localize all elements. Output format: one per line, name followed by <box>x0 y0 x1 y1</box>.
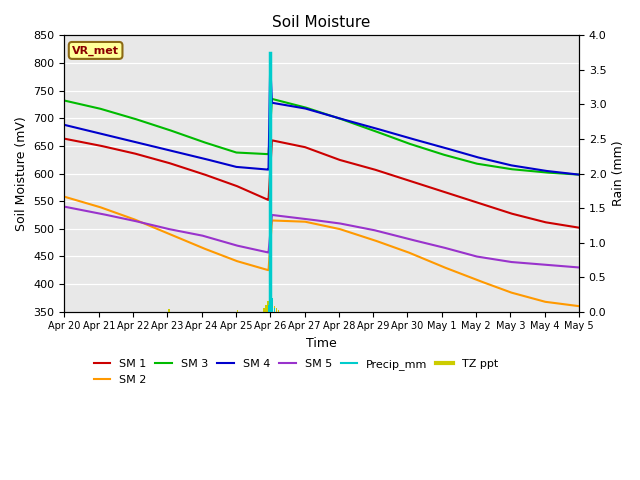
Bar <box>278 310 279 312</box>
Bar <box>274 306 275 312</box>
Bar <box>269 53 271 312</box>
Legend: SM 1, SM 2, SM 3, SM 4, SM 5, Precip_mm, TZ ppt: SM 1, SM 2, SM 3, SM 4, SM 5, Precip_mm,… <box>89 355 503 389</box>
Bar <box>276 309 277 312</box>
Bar <box>268 301 269 312</box>
Bar <box>271 284 272 312</box>
Bar <box>271 302 273 312</box>
Bar <box>237 310 238 312</box>
X-axis label: Time: Time <box>307 337 337 350</box>
Bar <box>266 305 267 312</box>
Bar <box>168 309 170 312</box>
Bar <box>268 305 269 312</box>
Bar <box>272 298 273 312</box>
Title: Soil Moisture: Soil Moisture <box>273 15 371 30</box>
Y-axis label: Soil Moisture (mV): Soil Moisture (mV) <box>15 116 28 231</box>
Y-axis label: Rain (mm): Rain (mm) <box>612 141 625 206</box>
Bar <box>264 309 265 312</box>
Text: VR_met: VR_met <box>72 45 119 56</box>
Bar <box>269 292 271 312</box>
Bar <box>274 308 275 312</box>
